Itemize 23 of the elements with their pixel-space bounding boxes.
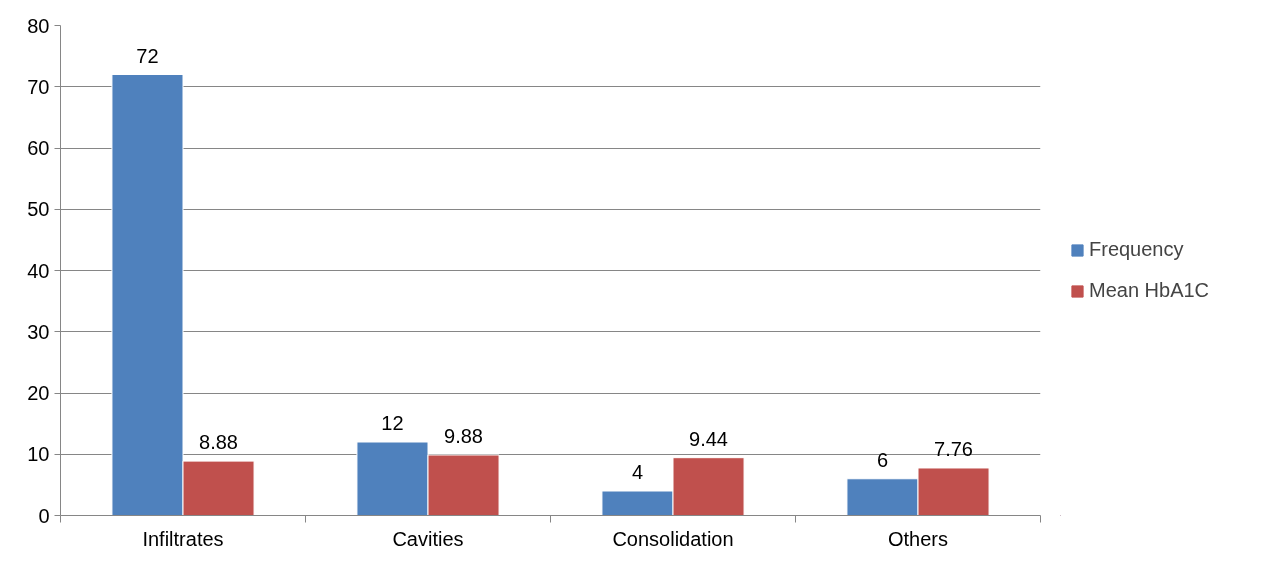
legend-label: Frequency [1089, 238, 1184, 261]
y-tick-label: 40 [27, 259, 50, 282]
y-tick-label: 0 [38, 504, 50, 527]
x-tick-label: Others [887, 527, 949, 550]
y-tick-label: 80 [27, 14, 50, 37]
data-label: 12 [381, 412, 404, 434]
data-label: 7.76 [934, 437, 973, 460]
data-label: 72 [136, 44, 159, 67]
y-tick-label: 20 [27, 382, 50, 404]
y-tick-label: 60 [27, 137, 50, 159]
data-label: 9.44 [689, 427, 728, 450]
y-tick-label: 30 [27, 320, 50, 343]
y-tick-label: 50 [27, 198, 50, 221]
data-label: 9.88 [444, 424, 483, 447]
legend-label: Mean HbA1C [1089, 279, 1210, 302]
y-tick-label: 10 [27, 443, 50, 466]
data-label: 6 [876, 448, 889, 471]
data-label: 8.88 [199, 431, 238, 454]
x-tick-label: Infiltrates [142, 527, 224, 550]
y-tick-label: 70 [27, 75, 50, 98]
x-tick-label: Cavities [392, 527, 464, 550]
data-label: 4 [631, 461, 644, 483]
x-tick-label: Consolidation [612, 527, 734, 550]
